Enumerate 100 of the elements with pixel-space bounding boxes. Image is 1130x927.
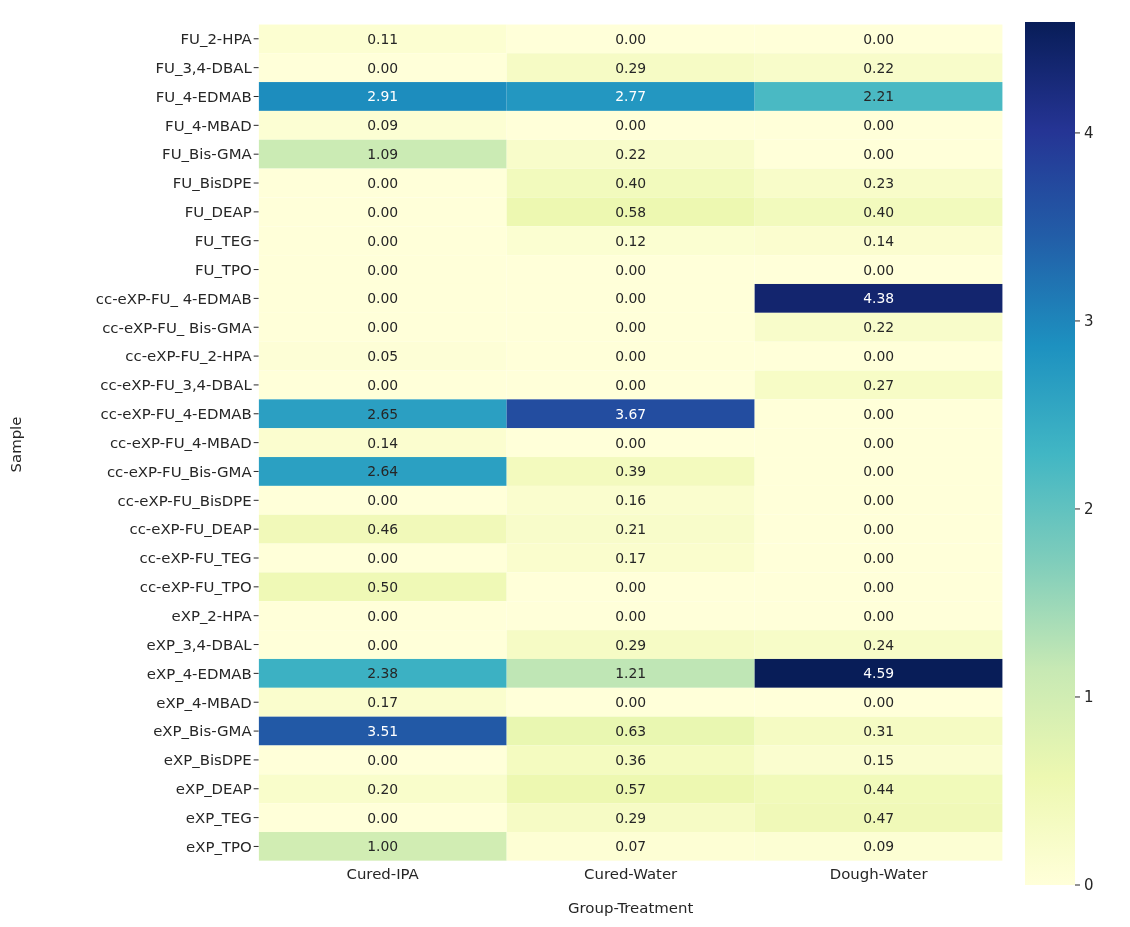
- data-label: 0.00: [863, 492, 895, 509]
- data-label: 0.00: [367, 232, 399, 249]
- data-label: 0.58: [615, 203, 647, 220]
- data-label: 0.29: [615, 59, 647, 76]
- data-label: 0.11: [367, 30, 399, 47]
- data-label: 0.17: [367, 694, 399, 711]
- y-tick-label: eXP_Bis-GMA: [153, 722, 253, 741]
- data-label: 0.50: [367, 578, 399, 595]
- data-label: 0.00: [367, 290, 399, 307]
- y-tick-label: cc-eXP-FU_2-HPA: [125, 347, 253, 366]
- color-bar-label: 2: [1083, 499, 1094, 518]
- y-tick-label: FU_Bis-GMA: [162, 145, 253, 164]
- data-label: 0.63: [615, 723, 647, 740]
- data-label: 0.00: [367, 319, 399, 336]
- data-label: 0.17: [615, 550, 647, 566]
- x-axis-title: Group-Treatment: [568, 898, 694, 917]
- data-label: 0.00: [615, 578, 647, 595]
- data-label: 0.00: [615, 434, 647, 451]
- data-label: 0.00: [863, 578, 895, 595]
- data-label: 0.46: [367, 521, 399, 538]
- data-label: 0.00: [367, 751, 399, 768]
- y-tick-label: eXP_2-HPA: [171, 606, 253, 625]
- data-label: 0.00: [367, 636, 399, 653]
- data-label: 0.00: [863, 607, 895, 624]
- data-label: 0.36: [615, 751, 647, 768]
- data-label: 0.00: [863, 694, 895, 711]
- data-label: 4.38: [863, 290, 895, 307]
- y-tick-label: FU_2-HPA: [180, 30, 253, 49]
- data-label: 0.40: [863, 203, 895, 220]
- y-tick-label: FU_4-EDMAB: [155, 87, 252, 106]
- data-label: 0.00: [863, 261, 895, 278]
- x-tick-label: Cured-IPA: [346, 865, 420, 884]
- data-label: 1.21: [615, 665, 647, 682]
- data-label: 3.67: [615, 405, 647, 422]
- data-label: 0.00: [367, 492, 399, 509]
- y-axis-title: Sample: [7, 416, 26, 473]
- data-label: 0.00: [615, 117, 647, 134]
- data-label: 0.00: [863, 30, 895, 47]
- data-label: 0.20: [367, 780, 399, 797]
- color-bar-label: 3: [1083, 311, 1094, 330]
- data-label: 0.12: [615, 232, 647, 249]
- data-label: 0.09: [367, 117, 399, 134]
- y-tick-label: FU_BisDPE: [172, 174, 252, 193]
- y-tick-label: eXP_4-MBAD: [156, 693, 252, 712]
- y-tick-label: FU_TPO: [194, 260, 252, 279]
- data-label: 0.00: [615, 376, 647, 393]
- data-label: 2.38: [367, 665, 399, 682]
- data-label: 0.22: [863, 319, 895, 336]
- y-tick-label: cc-eXP-FU_4-MBAD: [109, 433, 252, 452]
- x-tick-label: Dough-Water: [829, 865, 929, 884]
- y-tick-label: eXP_3,4-DBAL: [146, 635, 253, 654]
- y-tick-label: FU_DEAP: [184, 203, 252, 222]
- data-label: 0.00: [615, 694, 647, 711]
- data-label: 0.00: [863, 348, 895, 365]
- data-label: 0.23: [863, 175, 895, 192]
- color-bar-label: 4: [1083, 123, 1094, 142]
- data-label: 0.00: [367, 550, 399, 566]
- data-label: 0.00: [863, 434, 895, 451]
- data-label: 0.07: [615, 838, 647, 855]
- y-tick-label: eXP_BisDPE: [163, 751, 252, 770]
- data-label: 0.05: [367, 348, 399, 365]
- data-label: 2.77: [615, 88, 647, 105]
- data-label: 0.22: [615, 146, 647, 163]
- data-label: 0.00: [367, 203, 399, 220]
- color-bar-label: 0: [1083, 876, 1094, 894]
- data-label: 0.31: [863, 723, 895, 740]
- data-label: 0.09: [863, 838, 895, 855]
- y-tick-label: FU_TEG: [194, 232, 252, 251]
- y-tick-label: cc-eXP-FU_ 4-EDMAB: [95, 289, 252, 308]
- data-label: 2.64: [367, 463, 399, 480]
- data-label: 0.00: [615, 30, 647, 47]
- data-label: 0.00: [615, 319, 647, 336]
- data-label: 0.24: [863, 636, 895, 653]
- data-label: 0.14: [367, 434, 399, 451]
- data-label: 0.14: [863, 232, 895, 249]
- y-tick-label: cc-eXP-FU_4-EDMAB: [100, 405, 252, 424]
- data-label: 2.91: [367, 88, 399, 105]
- data-label: 0.00: [367, 607, 399, 624]
- data-label: 0.00: [863, 550, 895, 566]
- data-label: 0.27: [863, 376, 895, 393]
- x-tick-label: Cured-Water: [584, 865, 679, 884]
- data-label: 0.00: [615, 607, 647, 624]
- data-label: 2.65: [367, 405, 399, 422]
- color-bar-label: 1: [1083, 687, 1094, 706]
- data-label: 0.00: [863, 405, 895, 422]
- data-label: 0.29: [615, 809, 647, 826]
- data-label: 0.00: [367, 59, 399, 76]
- data-label: 0.16: [615, 492, 647, 509]
- data-label: 1.00: [367, 838, 399, 855]
- y-tick-label: cc-eXP-FU_TPO: [139, 578, 252, 597]
- y-tick-label: cc-eXP-FU_3,4-DBAL: [100, 376, 253, 395]
- y-tick-label: cc-eXP-FU_BisDPE: [117, 491, 252, 510]
- data-label: 0.00: [863, 521, 895, 538]
- y-tick-label: cc-eXP-FU_TEG: [139, 549, 252, 568]
- y-tick-label: eXP_4-EDMAB: [146, 664, 252, 683]
- data-label: 0.40: [615, 175, 647, 192]
- y-tick-label: eXP_TPO: [186, 837, 252, 856]
- data-label: 0.29: [615, 636, 647, 653]
- data-label: 0.44: [863, 780, 895, 797]
- data-label: 0.22: [863, 59, 895, 76]
